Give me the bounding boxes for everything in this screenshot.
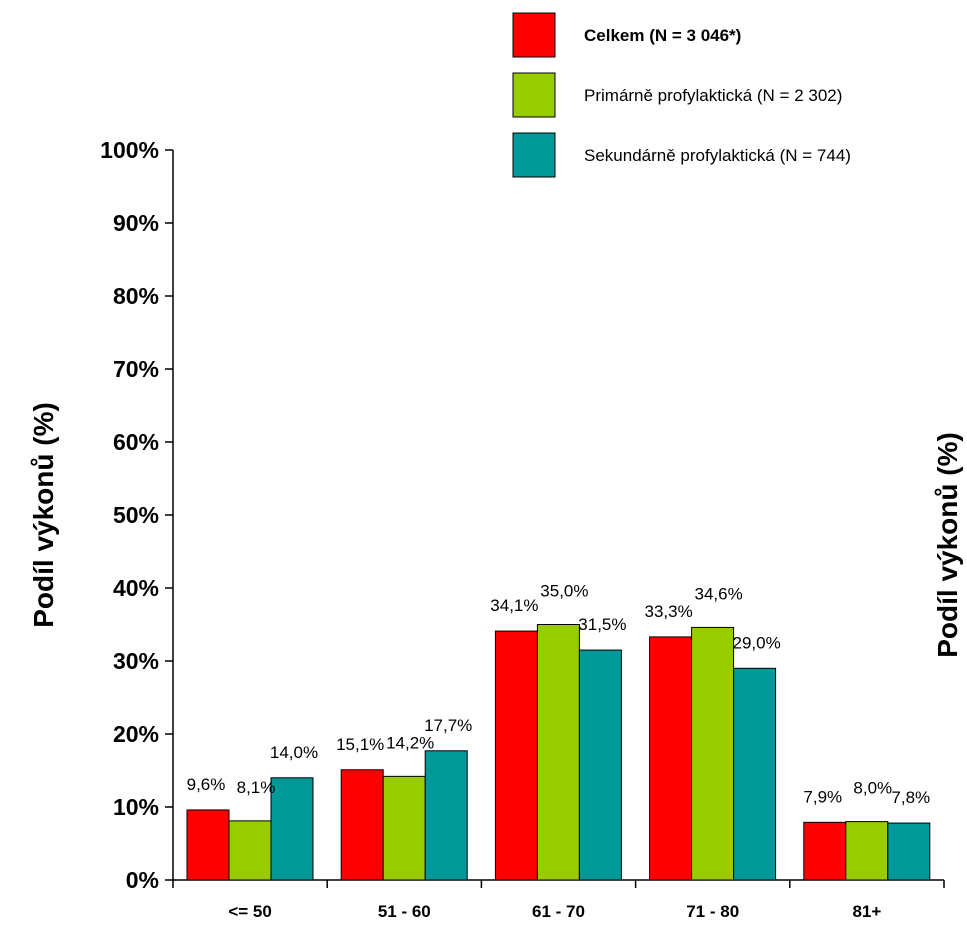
- bar: [649, 636, 693, 881]
- legend-label: Sekundárně profylaktická (N = 744): [584, 146, 851, 165]
- y-tick-label: 20%: [113, 721, 159, 747]
- x-tick-label: 81+: [852, 902, 881, 921]
- data-label: 14,0%: [270, 743, 318, 762]
- x-tick-label: 51 - 60: [378, 902, 431, 921]
- legend: Celkem (N = 3 046*) Primárně profylaktick…: [512, 12, 851, 178]
- x-tick-label: 61 - 70: [532, 902, 585, 921]
- data-label: 7,8%: [891, 788, 930, 807]
- bar: [845, 821, 889, 881]
- data-label: 29,0%: [732, 633, 780, 652]
- x-tick-label: 71 - 80: [686, 902, 739, 921]
- data-label: 31,5%: [578, 615, 626, 634]
- y-tick-label: 50%: [113, 502, 159, 528]
- y-tick-label: 70%: [113, 356, 159, 382]
- bar: [228, 820, 272, 881]
- data-label: 14,2%: [386, 733, 434, 752]
- legend-label: Primárně profylaktická (N = 2 302): [584, 86, 842, 105]
- bar: [340, 769, 384, 881]
- legend-swatch: [512, 12, 556, 58]
- legend-label: Celkem (N = 3 046*): [584, 26, 741, 45]
- data-label: 17,7%: [424, 716, 472, 735]
- bar: [494, 630, 538, 881]
- data-label: 35,0%: [540, 582, 588, 601]
- y-tick-label: 40%: [113, 575, 159, 601]
- y-tick-label: 60%: [113, 429, 159, 455]
- y-tick-label: 0%: [126, 867, 159, 893]
- bar: [536, 624, 580, 881]
- legend-swatch: [512, 132, 556, 178]
- y-tick-label: 80%: [113, 283, 159, 309]
- data-label: 34,1%: [490, 596, 538, 615]
- bar: [578, 649, 622, 881]
- bar: [424, 750, 468, 881]
- data-label: 7,9%: [803, 787, 842, 806]
- y-tick-label: 90%: [113, 210, 159, 236]
- bar: [887, 822, 931, 881]
- bar: [691, 626, 735, 881]
- plot-area: 0% 10% 20% 30% 40% 50% 60% 70% 80% 90% 100% <= 50 51…: [100, 137, 945, 921]
- bar: [382, 775, 426, 881]
- data-label: 8,1%: [237, 778, 276, 797]
- x-tick-label: <= 50: [228, 902, 272, 921]
- y-tick-label: 10%: [113, 794, 159, 820]
- data-label: 8,0%: [853, 779, 892, 798]
- bar: [733, 667, 777, 881]
- y-axis-label: Podíl výkonů (%): [28, 402, 59, 628]
- y-tick-label: 100%: [100, 137, 159, 163]
- data-label: 33,3%: [644, 602, 692, 621]
- bar: [270, 777, 314, 881]
- data-label: 15,1%: [336, 735, 384, 754]
- legend-swatch: [512, 72, 556, 118]
- y-tick-label: 30%: [113, 648, 159, 674]
- data-label: 9,6%: [187, 775, 226, 794]
- bar: [186, 809, 230, 881]
- bar: [803, 821, 847, 881]
- y-axis-label-secondary: Podíl výkonů (%): [932, 432, 963, 658]
- data-label: 34,6%: [694, 584, 742, 603]
